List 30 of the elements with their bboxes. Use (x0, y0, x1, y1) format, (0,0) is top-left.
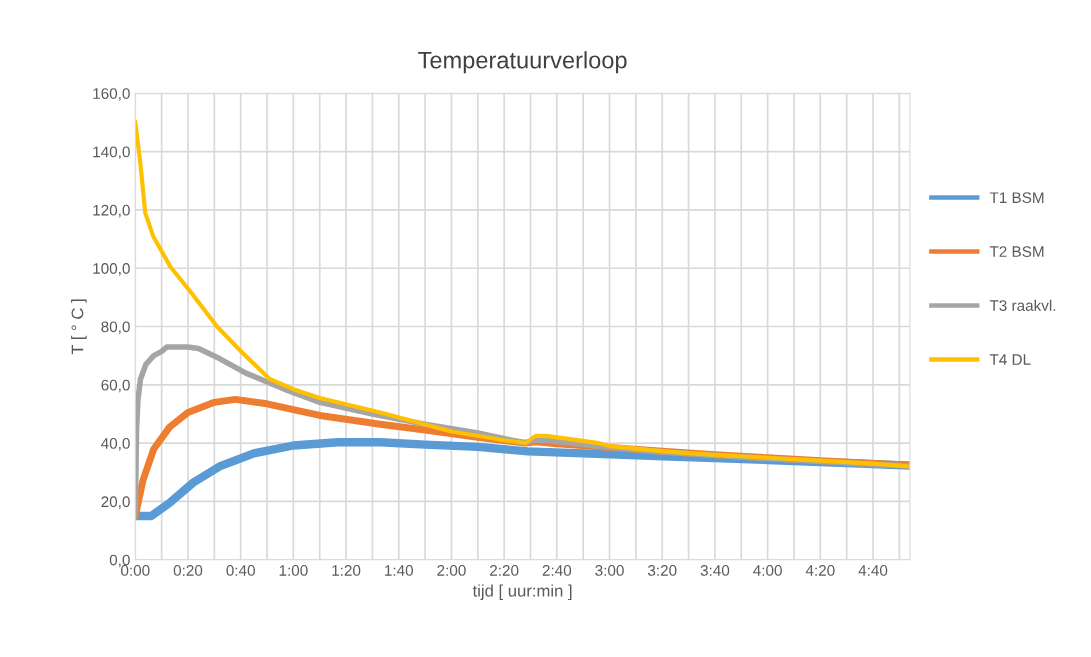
x-tick-label: 1:20 (332, 565, 361, 576)
y-tick-label: 140,0 (93, 146, 130, 160)
x-tick-label: 1:00 (279, 565, 308, 576)
x-tick-label: 4:40 (858, 565, 888, 576)
y-tick-label: 160,0 (93, 88, 130, 101)
y-axis-title: T [ ° C ] (71, 299, 87, 355)
x-tick-label: 2:00 (437, 565, 466, 576)
y-tick-label: 100,0 (93, 263, 130, 276)
x-tick-label: 4:20 (805, 565, 835, 576)
y-tick-label: 40,0 (101, 438, 130, 451)
chart-title: Temperatuurverloop (418, 51, 627, 74)
y-tick-label: 20,0 (101, 496, 130, 509)
y-tick-label: 120,0 (93, 204, 130, 218)
x-axis-title: tijd [ uur:min ] (472, 584, 572, 600)
x-tick-label: 4:00 (753, 565, 782, 576)
legend-label: T1 BSM (989, 192, 1044, 204)
x-tick-label: 2:20 (490, 565, 519, 576)
x-tick-label: 3:40 (700, 565, 730, 576)
x-tick-label: 1:40 (385, 565, 414, 576)
x-tick-label: 3:00 (595, 565, 624, 576)
x-tick-label: 0:40 (226, 565, 255, 576)
x-tick-label: 3:20 (647, 565, 677, 576)
x-tick-label: 2:40 (542, 565, 572, 576)
x-tick-label: 0:20 (173, 565, 203, 576)
legend-label: T4 DL (989, 354, 1031, 365)
legend-label: T2 BSM (989, 246, 1044, 257)
y-tick-label: 80,0 (101, 321, 130, 335)
line-series (135, 120, 910, 469)
legend-label: T3 raakvl. (989, 299, 1056, 311)
y-tick-label: 60,0 (101, 379, 130, 393)
